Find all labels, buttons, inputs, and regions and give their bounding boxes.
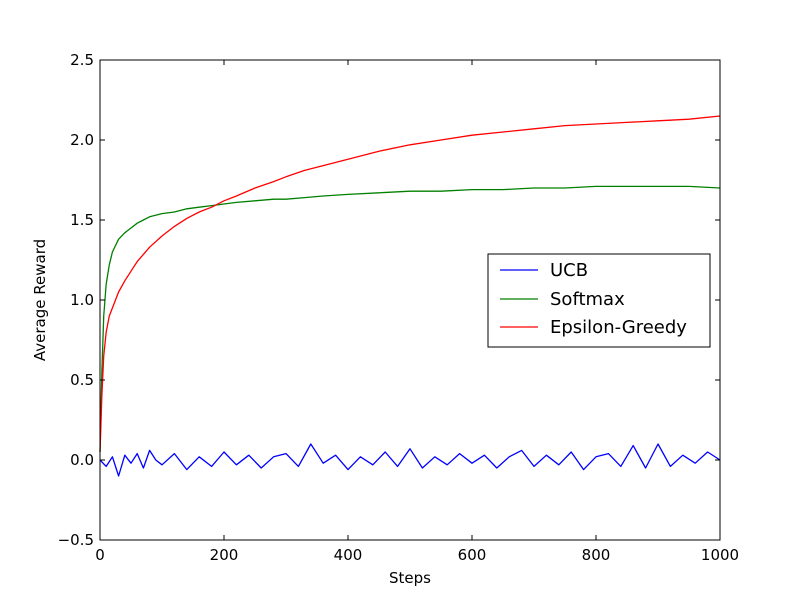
legend: UCB Softmax Epsilon-Greedy xyxy=(487,253,711,348)
series-layer xyxy=(99,115,721,477)
legend-label-epsilon-greedy: Epsilon-Greedy xyxy=(550,317,687,338)
x-tick-label: 800 xyxy=(582,546,611,564)
x-axis-label: Steps xyxy=(389,569,431,587)
x-tick-label: 400 xyxy=(334,546,363,564)
x-tick-label: 200 xyxy=(210,546,239,564)
y-tick-label: 1.0 xyxy=(70,291,94,309)
x-tick-label: 600 xyxy=(458,546,487,564)
legend-label-softmax: Softmax xyxy=(550,289,625,310)
y-tick-label: 1.5 xyxy=(70,211,94,229)
series-line-ucb xyxy=(99,443,721,477)
x-tick-label: 0 xyxy=(95,546,105,564)
series-line-softmax xyxy=(99,185,721,453)
y-tick-label: 0.5 xyxy=(70,371,94,389)
y-tick-label: 0.0 xyxy=(70,451,94,469)
y-tick-label: 2.0 xyxy=(70,131,94,149)
y-tick-label: 2.5 xyxy=(70,51,94,69)
ticks-layer: 0 200 400 600 800 1000 −0.5 0.0 0.5 1.0 1.5 2.0 2.5 xyxy=(58,51,740,564)
y-tick-label: −0.5 xyxy=(58,531,94,549)
series-line-epsilon-greedy xyxy=(99,115,721,453)
legend-label-ucb: UCB xyxy=(550,260,588,281)
y-axis-label: Average Reward xyxy=(31,239,49,361)
x-tick-label: 1000 xyxy=(701,546,739,564)
